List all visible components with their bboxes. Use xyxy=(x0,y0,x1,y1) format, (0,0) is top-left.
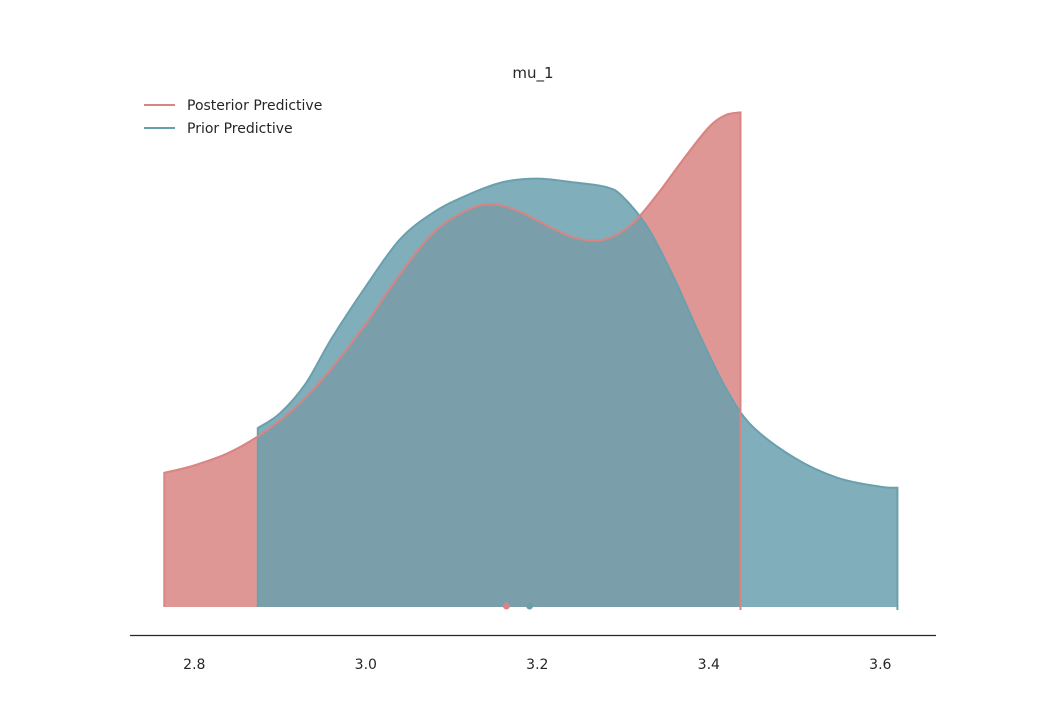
mean-point-posterior-predictive xyxy=(502,602,510,610)
chart-title: mu_1 xyxy=(512,64,553,83)
density-line-prior-predictive xyxy=(256,177,899,610)
mean-point-prior-predictive xyxy=(526,602,534,610)
x-tick-label: 2.8 xyxy=(183,657,205,673)
x-tick-label: 3.4 xyxy=(698,657,720,673)
plot-area xyxy=(163,111,899,610)
x-axis-ticks: 2.8 3.0 3.2 3.4 3.6 xyxy=(183,657,891,673)
legend: Posterior Predictive Prior Predictive xyxy=(144,98,322,137)
legend-label-prior-predictive: Prior Predictive xyxy=(187,121,293,137)
x-tick-label: 3.6 xyxy=(869,657,891,673)
x-tick-label: 3.0 xyxy=(355,657,377,673)
mean-markers xyxy=(502,602,534,610)
density-area-prior-predictive xyxy=(257,178,898,607)
posterior-outline xyxy=(164,111,742,610)
x-tick-label: 3.2 xyxy=(526,657,548,673)
legend-label-posterior-predictive: Posterior Predictive xyxy=(187,98,322,114)
